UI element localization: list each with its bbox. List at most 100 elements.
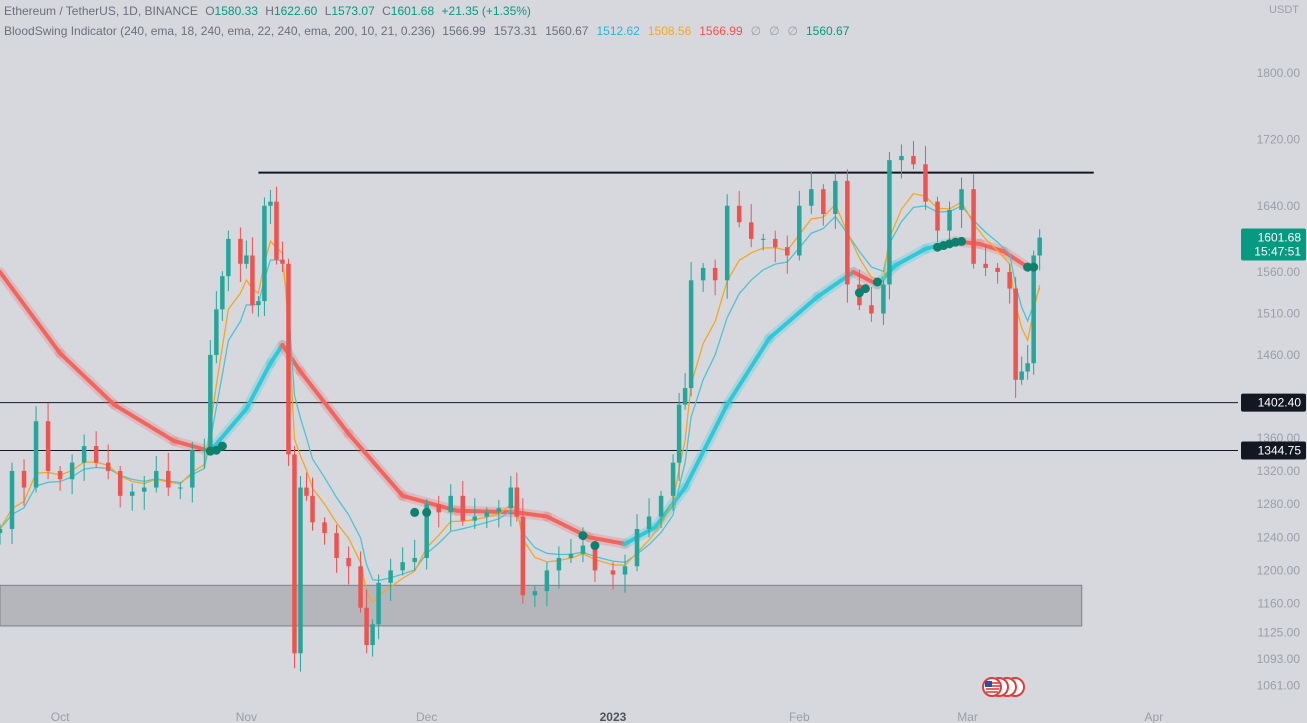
fast-ema-layer	[0, 192, 1041, 605]
candle-body	[57, 470, 63, 480]
candle-body	[496, 508, 502, 513]
candle-body	[923, 164, 928, 202]
slow-ema-segment	[244, 361, 273, 411]
candle-body	[190, 450, 195, 488]
candle-body	[81, 446, 87, 463]
symbol-title[interactable]: Ethereum / TetherUS, 1D, BINANCE	[4, 4, 198, 18]
indicator-value: ∅	[787, 24, 798, 38]
candle-body	[117, 470, 123, 496]
candle-body	[436, 504, 441, 513]
candle-body	[592, 545, 598, 571]
candle-body	[869, 305, 874, 314]
crossover-dot	[1029, 262, 1039, 272]
candle-body	[256, 301, 261, 306]
candle-body	[544, 570, 550, 592]
indicator-legend[interactable]: BloodSwing Indicator (240, ema, 18, 240,…	[4, 24, 861, 38]
price-label-text: 1601.68	[1258, 231, 1302, 245]
crossover-dot	[217, 441, 227, 451]
candle-body	[700, 267, 706, 281]
candle-body	[358, 566, 363, 608]
candle-body	[532, 591, 538, 596]
candle-body	[448, 495, 453, 513]
candle-body	[262, 205, 267, 302]
support-zone[interactable]	[0, 584, 1083, 627]
us-flag-events-icon[interactable]	[982, 676, 1028, 703]
candle-body	[670, 462, 676, 496]
time-axis[interactable]: Oct Nov Dec 2023 Feb Mar Apr	[51, 710, 1163, 723]
candle-body	[935, 201, 940, 231]
crossover-dot	[422, 507, 432, 517]
candle-body	[346, 557, 351, 567]
candle-body	[622, 566, 628, 575]
candle-body	[833, 180, 838, 215]
candle-body	[712, 267, 718, 281]
x-tick-label: Apr	[1145, 710, 1164, 723]
candle-body	[304, 487, 309, 496]
candle-body	[298, 487, 303, 654]
change-value: +21.35 (+1.35%)	[441, 4, 531, 18]
x-tick-label: Mar	[957, 710, 978, 723]
slow-ema-segment	[346, 431, 405, 498]
candle-body	[484, 512, 490, 517]
candle-body	[202, 450, 207, 452]
candle-body	[772, 238, 778, 248]
candle-body	[1007, 272, 1012, 289]
y-tick-label: 1093.00	[1257, 652, 1301, 666]
crossover-dot	[872, 277, 882, 287]
candle-body	[220, 276, 225, 310]
indicator-name[interactable]: BloodSwing Indicator (240, ema, 18, 240,…	[4, 24, 435, 38]
low-label: L	[324, 4, 332, 18]
candle-body	[376, 582, 381, 625]
candle-body	[250, 255, 255, 306]
y-tick-label: 1800.00	[1257, 66, 1301, 80]
indicator-value: ∅	[769, 24, 780, 38]
symbol-legend[interactable]: Ethereum / TetherUS, 1D, BINANCE O1580.3…	[4, 4, 535, 18]
fast-ema-line	[0, 192, 1041, 605]
indicator-value: 1560.67	[545, 24, 589, 38]
price-axis[interactable]: 1800.00 1720.00 1640.00 1560.00 1510.00 1460.…	[1257, 66, 1301, 692]
candle-body	[21, 470, 27, 488]
x-tick-label: Dec	[416, 710, 437, 723]
candle-body	[797, 205, 802, 256]
candle-body	[322, 522, 327, 534]
slow-ema-segment	[977, 241, 1006, 254]
candle-body	[460, 495, 466, 521]
open-label: O	[205, 4, 215, 18]
countdown-text: 15:47:51	[1254, 245, 1301, 259]
candle-body	[33, 421, 39, 488]
high-value: 1622.60	[273, 4, 318, 18]
candle-body	[1019, 371, 1024, 380]
candle-body	[105, 462, 111, 471]
crossover-dot	[410, 507, 420, 517]
candle-body	[69, 462, 75, 480]
candle-body	[995, 267, 1000, 273]
candle-body	[280, 259, 285, 264]
indicator-value: 1566.99	[442, 24, 486, 38]
candle-body	[153, 470, 159, 488]
price-label-box	[1241, 441, 1306, 460]
candle-body	[845, 180, 850, 285]
slow-ema-segment	[586, 535, 628, 546]
slow-ema-segment	[58, 351, 117, 407]
y-tick-label: 1460.00	[1257, 348, 1301, 362]
candle-body	[214, 309, 219, 355]
candle-body	[634, 528, 640, 567]
close-label: C	[382, 4, 391, 18]
candle-body	[166, 470, 171, 488]
candle-body	[947, 209, 952, 231]
crossover-dot	[860, 284, 870, 294]
slow-ema-segment	[268, 342, 285, 366]
candle-body	[646, 516, 652, 529]
candle-body	[129, 491, 135, 496]
crossover-dot	[578, 531, 588, 541]
candle-body	[424, 504, 429, 558]
candle-body	[141, 487, 147, 492]
candle-body	[1037, 237, 1042, 256]
x-tick-label: Nov	[236, 710, 257, 723]
y-tick-label: 1510.00	[1257, 306, 1301, 320]
flag-icon	[982, 677, 1025, 697]
candle-body	[760, 238, 766, 240]
candle-body	[514, 487, 520, 517]
